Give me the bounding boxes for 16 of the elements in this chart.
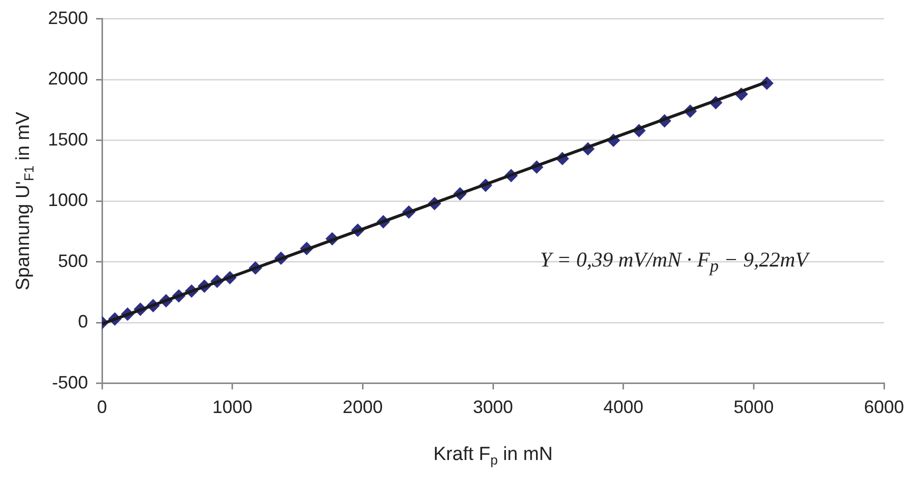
y-tick-label: 1000 <box>48 190 88 210</box>
y-tick-label: 500 <box>58 250 88 271</box>
x-tick-label: 3000 <box>473 397 514 418</box>
y-tick-label: 1500 <box>48 129 88 150</box>
x-tick-label: 0 <box>97 397 108 418</box>
x-tick-label: 2000 <box>342 397 383 418</box>
y-tick-label: 2000 <box>48 68 88 89</box>
x-tick-label: 1000 <box>212 397 252 418</box>
y-tick-label: 2500 <box>48 8 88 28</box>
x-tick-label: 5000 <box>734 397 774 418</box>
y-tick-label: 0 <box>78 312 88 332</box>
y-axis-title: Spannung U'F1 in mV <box>13 111 36 290</box>
y-tick-label: -500 <box>52 372 88 392</box>
x-tick-label: 4000 <box>603 397 644 418</box>
annotation: Y = 0,39 mV/mN · F$_{p}$ − 9,22mV <box>540 247 808 276</box>
x-tick-label: 6000 <box>864 397 904 418</box>
